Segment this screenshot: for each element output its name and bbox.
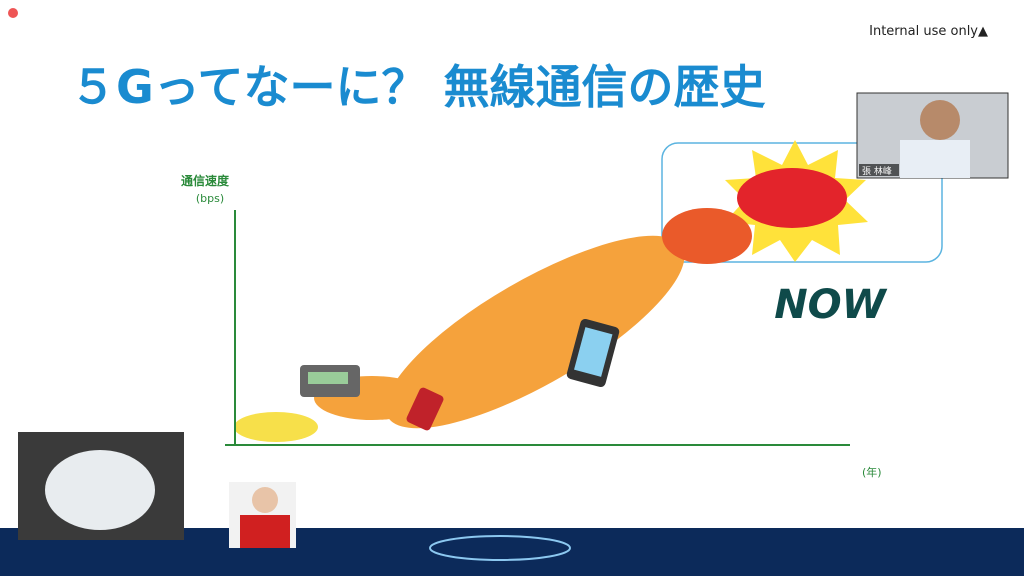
slide-title: ５Gってなーに？ 無線通信の歴史 [70,60,765,114]
webcam-face [920,100,960,140]
gen-shape [737,168,847,228]
phone-shape [45,450,155,530]
gen-shape [234,412,318,442]
flip-phone-icon [406,387,444,431]
pager-screen [308,372,348,384]
y-axis-title: 通信速度 [181,173,230,188]
person-shape [240,515,290,548]
participant-name: 張 林峰 [862,165,892,177]
record-dot [8,8,18,18]
smartphone-screen [574,327,613,377]
badge: Internal use only▲ [869,24,988,39]
person-face [252,487,278,513]
x-axis-unit: (年) [862,465,882,479]
now-logo: NOW [774,282,887,328]
y-axis-unit: (bps) [196,192,224,205]
band-decoration [429,535,571,561]
highlight-box [661,142,943,263]
name-tag-bg [859,164,899,176]
webcam-person [900,140,970,178]
gen-shape [662,208,752,264]
gen-shape [385,235,685,429]
